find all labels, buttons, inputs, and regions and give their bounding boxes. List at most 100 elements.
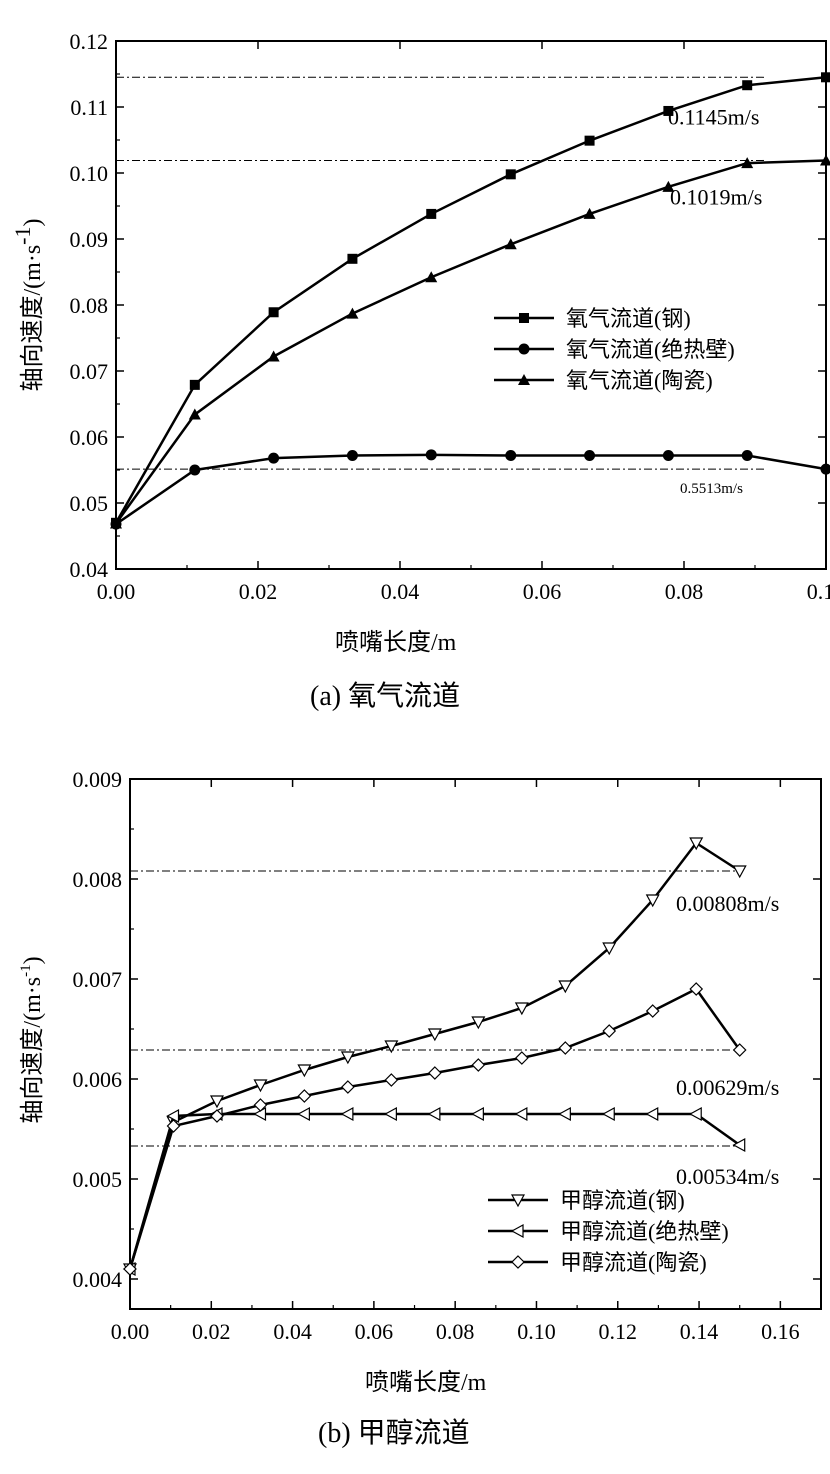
chart-1-series-1-point: [601, 1106, 615, 1122]
chart-0-xtick-label: 0.06: [523, 579, 562, 604]
chart-b-ylabel: 轴向速度/(m·s-1): [18, 956, 46, 1123]
chart-1-series-0-point: [209, 1095, 224, 1109]
chart-1-xtick-label: 0.06: [355, 1319, 394, 1344]
chart-1-reference-label: 0.00808m/s: [676, 891, 779, 916]
chart-1-series-1-point: [166, 1108, 180, 1124]
chart-0-ytick-label: 0.10: [70, 161, 109, 186]
chart-0-legend-label-2: 氧气流道(陶瓷): [566, 368, 713, 393]
chart-0-series-0-point: [584, 135, 595, 146]
chart-1-legend-label-1: 甲醇流道(绝热壁): [560, 1219, 729, 1244]
chart-0-reference-label: 0.5513m/s: [680, 481, 743, 497]
chart-a-xlabel: 喷嘴长度/m: [335, 629, 457, 656]
chart-0-series-2-point: [820, 154, 830, 166]
chart-1-ytick-label: 0.008: [73, 867, 123, 892]
chart-1-series-2-point: [123, 1262, 137, 1276]
chart-0-ytick-label: 0.07: [70, 359, 109, 384]
chart-1-series-2-point: [341, 1080, 355, 1094]
chart-0-series-2-point: [188, 408, 201, 420]
chart-0-xtick-label: 0.02: [239, 579, 278, 604]
chart-1-xtick-label: 0.08: [436, 1319, 475, 1344]
chart-0-series-0-point: [663, 105, 674, 116]
chart-0-series-2-point: [110, 517, 122, 529]
chart-1-series-2-point: [689, 982, 704, 996]
chart-1-series-1-point: [471, 1106, 484, 1122]
chart-1-series-2-point: [428, 1066, 442, 1080]
chart-1-series-0-point: [384, 1040, 399, 1054]
chart-0-ytick-label: 0.04: [70, 557, 109, 582]
chart-0-xtick-label: 0.04: [381, 579, 420, 604]
chart-1-series-2-point: [253, 1098, 268, 1112]
chart-0-legend-marker-2: [518, 374, 530, 385]
chart-1-series-0-point: [602, 942, 617, 956]
chart-0-series-1-point: [189, 464, 201, 476]
chart-a-ylabel: 轴向速度/(m·s-1): [10, 219, 46, 392]
chart-1-legend-marker-1: [510, 1223, 524, 1239]
chart-0-legend-label-1: 氧气流道(绝热壁): [566, 337, 735, 362]
chart-0-xtick-label: 0.08: [665, 579, 704, 604]
chart-1-legend-marker-0: [510, 1194, 526, 1208]
chart-0-series-0-point: [505, 169, 516, 180]
chart-1-reference-label: 0.00629m/s: [676, 1075, 779, 1100]
chart-a-caption: (a) 氧气流道: [310, 680, 460, 712]
chart-1-reference-label: 0.00534m/s: [676, 1164, 779, 1189]
chart-1-series-1-point: [688, 1106, 702, 1122]
chart-1-xtick-label: 0.04: [273, 1319, 312, 1344]
chart-1-series-2-point: [384, 1073, 399, 1087]
chart-1-series-0-point: [427, 1028, 442, 1042]
chart-1-series-0-point: [689, 837, 704, 851]
chart-1-series-2-point: [558, 1041, 573, 1055]
chart-0-ytick-label: 0.09: [70, 227, 109, 252]
chart-1-legend-label-2: 甲醇流道(陶瓷): [560, 1250, 707, 1275]
chart-1-series-0-point: [471, 1016, 486, 1030]
chart-0-series-2-point: [267, 350, 280, 362]
chart-1-series-0-point: [645, 894, 660, 908]
chart-1-series-1-point: [427, 1106, 441, 1122]
chart-1-series-0-point: [340, 1051, 355, 1065]
chart-1-xtick-label: 0.00: [111, 1319, 150, 1344]
chart-0-series-1-point: [425, 449, 437, 461]
chart-1-series-1-point: [645, 1106, 659, 1122]
chart-0-series-2-point: [741, 157, 754, 169]
chart-1-ytick-label: 0.006: [73, 1067, 123, 1092]
chart-1-series-1-point: [297, 1106, 310, 1122]
chart-0-series-2-point: [583, 207, 596, 219]
chart-0-ytick-label: 0.06: [70, 425, 109, 450]
chart-0-ytick-label: 0.12: [70, 29, 109, 54]
chart-0-series-2-point: [346, 307, 359, 319]
chart-0-series-0-point: [742, 80, 753, 91]
chart-1-series-0-point: [732, 865, 747, 879]
chart-a: 0.00 0.02 0.04 0.06 0.08 0.10 0.04 0.05 0.06 0.07…: [10, 29, 830, 712]
chart-1-series-1-point: [558, 1106, 571, 1122]
chart-1-ytick-label: 0.007: [73, 967, 123, 992]
chart-0-xtick-label: 0.00: [97, 579, 136, 604]
chart-0-series-2-line: [114, 159, 827, 525]
chart-1-series-2-point: [732, 1043, 747, 1057]
chart-1-series-2-point: [602, 1024, 617, 1038]
chart-0-series-1-point: [820, 463, 830, 475]
chart-b-xlabel: 喷嘴长度/m: [365, 1369, 487, 1396]
chart-0-series-2-point: [425, 271, 438, 283]
chart-0-series-0-point: [189, 379, 200, 390]
chart-0-legend-marker-0: [519, 313, 529, 323]
chart-0-ytick-label: 0.08: [70, 293, 109, 318]
chart-0-series-1-point: [346, 449, 358, 461]
chart-0-ytick-label: 0.05: [70, 491, 109, 516]
chart-0-reference-label: 0.1145m/s: [668, 104, 759, 129]
chart-1-series-1-point: [514, 1106, 528, 1122]
chart-1-ytick-label: 0.009: [73, 767, 123, 792]
chart-0-ytick-label: 0.11: [70, 95, 108, 120]
chart-0-xtick-label: 0.10: [807, 579, 830, 604]
chart-1-xtick-label: 0.14: [680, 1319, 719, 1344]
chart-1-series-0-point: [253, 1079, 268, 1093]
chart-1-xtick-label: 0.16: [761, 1319, 800, 1344]
chart-1-xtick-label: 0.02: [192, 1319, 231, 1344]
chart-b-plot-frame: [129, 778, 822, 1310]
chart-1-series-2-point: [645, 1004, 660, 1018]
chart-1-xtick-label: 0.12: [599, 1319, 638, 1344]
chart-1-series-2-point: [514, 1051, 529, 1065]
chart-1-series-1-point: [340, 1106, 354, 1122]
chart-1-series-2-point: [297, 1089, 312, 1103]
chart-1-legend-label-0: 甲醇流道(钢): [560, 1188, 685, 1213]
chart-0-series-2-point: [504, 238, 517, 250]
